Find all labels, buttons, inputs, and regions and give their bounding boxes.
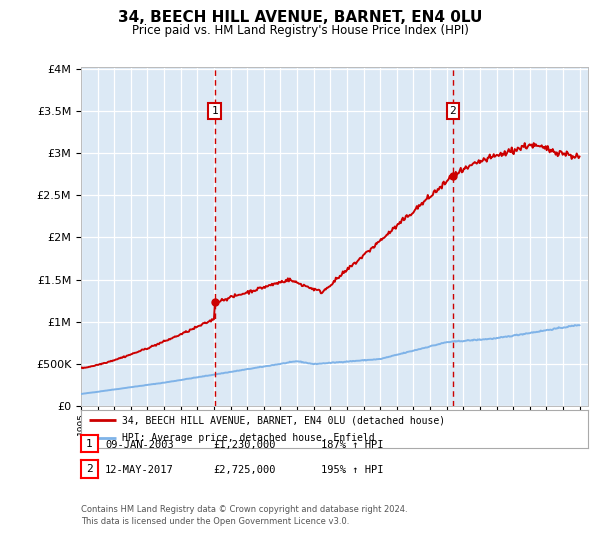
Text: £1,230,000: £1,230,000 xyxy=(213,440,275,450)
Text: 195% ↑ HPI: 195% ↑ HPI xyxy=(321,465,383,475)
Text: 1: 1 xyxy=(86,438,93,449)
Text: HPI: Average price, detached house, Enfield: HPI: Average price, detached house, Enfi… xyxy=(122,433,374,443)
Text: 09-JAN-2003: 09-JAN-2003 xyxy=(105,440,174,450)
Text: £2,725,000: £2,725,000 xyxy=(213,465,275,475)
Text: 34, BEECH HILL AVENUE, BARNET, EN4 0LU: 34, BEECH HILL AVENUE, BARNET, EN4 0LU xyxy=(118,10,482,25)
Text: Contains HM Land Registry data © Crown copyright and database right 2024.
This d: Contains HM Land Registry data © Crown c… xyxy=(81,505,407,526)
Text: 2: 2 xyxy=(86,464,93,474)
Text: 2: 2 xyxy=(449,106,456,116)
Text: 187% ↑ HPI: 187% ↑ HPI xyxy=(321,440,383,450)
Text: 1: 1 xyxy=(211,106,218,116)
Text: 34, BEECH HILL AVENUE, BARNET, EN4 0LU (detached house): 34, BEECH HILL AVENUE, BARNET, EN4 0LU (… xyxy=(122,415,445,425)
Text: 12-MAY-2017: 12-MAY-2017 xyxy=(105,465,174,475)
Text: Price paid vs. HM Land Registry's House Price Index (HPI): Price paid vs. HM Land Registry's House … xyxy=(131,24,469,36)
